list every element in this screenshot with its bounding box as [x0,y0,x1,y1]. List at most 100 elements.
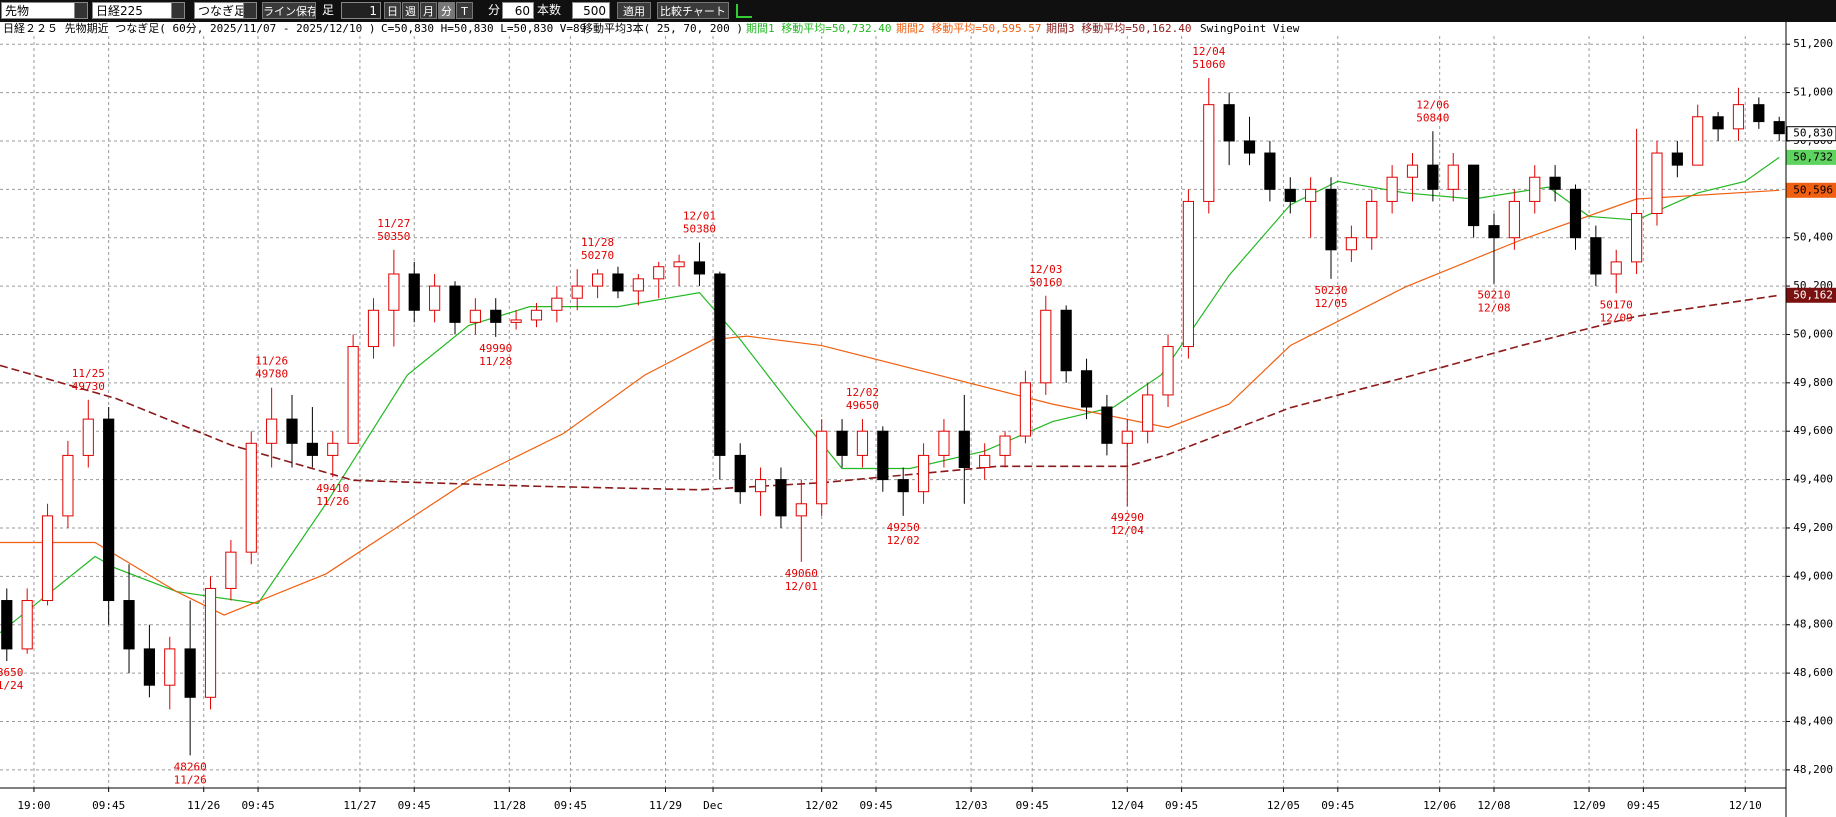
x-tick-label: 12/06 [1423,799,1456,812]
swing-date: 12/04 [1192,45,1225,58]
x-tick-label: 09:45 [1165,799,1198,812]
x-tick-label: 12/03 [955,799,988,812]
candle-body [41,515,54,602]
candle-body [1101,406,1113,444]
candle-body [1325,188,1337,251]
ma-legend: 期間2 移動平均=50,595.57 [896,21,1041,35]
x-tick-label: 09:45 [398,799,431,812]
x-tick-label: 09:45 [92,799,125,812]
candle-body [1732,104,1745,130]
count-label: 本数 [537,3,562,17]
x-tick-label: 12/04 [1111,799,1144,812]
x-tick-label: 09:45 [1016,799,1049,812]
x-tick-label: 11/26 [187,799,220,812]
candle-body [1508,200,1520,239]
moving-average-line [0,294,1780,491]
swing-value: 48260 [174,760,207,773]
swing-value: 50380 [683,223,716,236]
dropdown-arrow[interactable] [243,2,257,19]
apply-button[interactable]: 適用 [617,2,651,19]
x-tick-label: 09:45 [554,799,587,812]
candle-body [551,297,563,311]
candle-body [62,454,74,517]
price-tag [1786,287,1836,303]
candle-body [1753,104,1765,123]
candle-body [632,278,644,292]
swing-date: 12/08 [1477,302,1510,315]
swing-date: 11/26 [174,773,207,786]
ma-legend: 期間3 移動平均=50,162.40 [1046,21,1191,35]
minute-button[interactable]: 分 [438,2,455,19]
candle-body [714,273,726,456]
x-tick-label: 11/29 [649,799,682,812]
candle-body [1549,176,1561,190]
chart-icon[interactable] [736,4,752,18]
symbol-select[interactable]: 日経225 [92,2,172,19]
candle-body [225,551,237,589]
week-button[interactable]: 週 [402,2,419,19]
symbol-type-select[interactable]: 先物 [1,2,75,19]
bar-type-select[interactable]: つなぎ足 [194,2,244,19]
swing-date: 11/24 [0,679,24,692]
candle-body [1019,382,1032,437]
ohlc-summary: C=50,830 H=50,830 L=50,830 V=89 [381,22,586,35]
candle-body [266,418,278,444]
ashi-label: 足 [322,3,335,17]
candle-body [510,319,522,323]
swing-value: 50230 [1314,284,1347,297]
candle-body [1692,116,1704,166]
x-tick-label: 19:00 [17,799,50,812]
swing-date: 11/26 [316,495,349,508]
toolbar: 先物 日経225 つなぎ足 ライン保存 足 1 日 週 月 分 T 分 60 本… [0,0,1836,22]
swing-date: 12/02 [887,534,920,547]
candle-body [1488,225,1500,239]
unit-input[interactable]: 1 [341,2,381,19]
swing-value: 50350 [377,230,410,243]
swing-date: 12/01 [683,210,716,223]
candle-body [184,648,196,698]
day-button[interactable]: 日 [384,2,401,19]
swing-date: 11/26 [255,355,288,368]
candle-body [1468,164,1480,227]
swing-date: 12/06 [1416,98,1449,111]
candle-body [979,454,991,468]
candle-body [245,442,257,553]
y-tick-label: 49,800 [1793,376,1833,389]
candle-body [1610,261,1622,275]
candle-body [1651,152,1663,215]
count-input[interactable]: 500 [572,2,610,19]
candle-body [1223,104,1235,142]
y-tick-label: 48,800 [1793,618,1833,631]
swing-date: 12/09 [1600,311,1633,324]
candle-body [775,479,787,517]
candle-body [897,479,909,493]
candle-body [999,435,1011,456]
candle-body [429,285,441,311]
compare-button[interactable]: 比較チャート [657,2,729,19]
swing-date: 12/03 [1029,263,1062,276]
candle-body [693,261,706,275]
candle-body [143,648,155,686]
month-button[interactable]: 月 [420,2,437,19]
save-line-button[interactable]: ライン保存 [262,2,316,19]
candle-body [836,430,848,456]
candle-body [449,285,461,323]
candle-body [1284,188,1296,202]
tick-button[interactable]: T [456,2,473,19]
minutes-input[interactable]: 60 [502,2,534,19]
candle-body [1060,309,1072,372]
candle-body [164,648,176,686]
swing-value: 49650 [846,399,879,412]
swing-value: 49290 [1111,511,1144,524]
view-label: SwingPoint View [1200,22,1300,35]
y-tick-label: 49,200 [1793,521,1833,534]
dropdown-arrow[interactable] [171,2,185,19]
swing-value: 49730 [72,380,105,393]
x-tick-label: 11/27 [343,799,376,812]
y-tick-label: 49,400 [1793,473,1833,486]
candle-body [877,430,889,481]
dropdown-arrow[interactable] [74,2,88,19]
ma-legend: 期間1 移動平均=50,732.40 [746,21,891,35]
minute-label: 分 [488,3,501,17]
swing-date: 11/27 [377,217,410,230]
